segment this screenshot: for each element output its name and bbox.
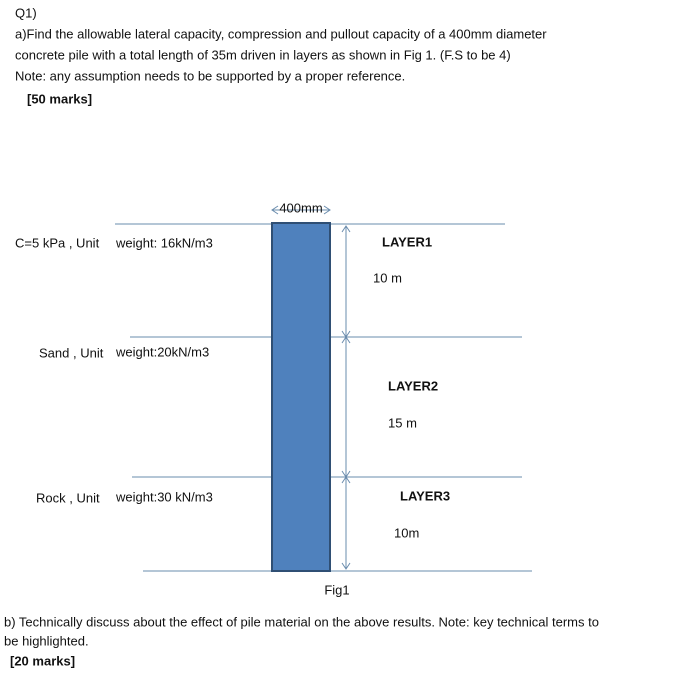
question-number: Q1) — [15, 5, 37, 20]
figure — [115, 205, 532, 572]
figure-caption: Fig1 — [324, 582, 349, 597]
layer-name: LAYER2 — [388, 378, 438, 393]
arrow-head — [341, 225, 351, 233]
part-a-line: concrete pile with a total length of 35m… — [15, 47, 511, 62]
layer-thickness: 10 m — [373, 270, 402, 285]
pile — [271, 222, 331, 572]
arrow-head — [341, 336, 351, 344]
part-b-line: be highlighted. — [4, 633, 89, 648]
soil-label: weight:30 kN/m3 — [115, 489, 213, 504]
marks: [50 marks] — [27, 91, 92, 106]
part-a-line: Note: any assumption needs to be support… — [15, 68, 405, 83]
soil-label: weight:20kN/m3 — [115, 344, 209, 359]
arrow-head — [271, 205, 279, 215]
part-b-line: b) Technically discuss about the effect … — [4, 614, 599, 629]
layer-thickness: 10m — [394, 525, 419, 540]
soil-label: Sand , Unit — [39, 345, 104, 360]
soil-label: weight: 16kN/m3 — [115, 235, 213, 250]
arrow-head — [323, 205, 331, 215]
layer-name: LAYER1 — [382, 234, 432, 249]
soil-label: Rock , Unit — [36, 490, 100, 505]
layer-name: LAYER3 — [400, 488, 450, 503]
layer-thickness: 15 m — [388, 415, 417, 430]
marks: [20 marks] — [10, 653, 75, 668]
soil-label: C=5 kPa , Unit — [15, 235, 100, 250]
part-a-line: a)Find the allowable lateral capacity, c… — [15, 26, 547, 41]
arrow-head — [341, 476, 351, 484]
diameter-label: 400mm — [279, 200, 322, 215]
arrow-head — [341, 562, 351, 570]
